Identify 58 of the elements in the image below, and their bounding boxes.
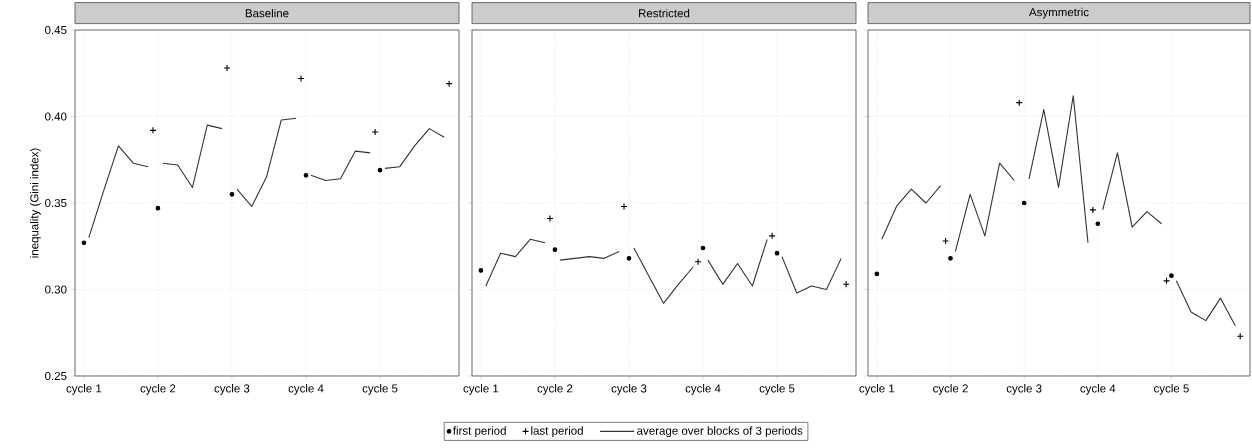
point [297,74,305,82]
point [874,271,880,277]
x-tick-label: cycle 5 [1154,384,1189,395]
point [229,192,235,197]
legend-label: last period [531,426,583,438]
chart-title: Asymmetric [1029,7,1089,19]
legend-label: first period [452,426,506,438]
x-tick-label: cycle 1 [463,384,499,395]
x-tick-label: cycle 3 [1006,384,1042,395]
y-tick-label: 0.25 [45,371,67,381]
point [149,126,157,134]
point [948,256,953,261]
line-series [162,124,223,188]
x-tick-label: cycle 4 [1080,384,1116,395]
x-tick-label: cycle 1 [859,384,895,395]
y-axis-title: inequality (Gini index) [30,148,41,258]
point [155,205,161,211]
point [445,80,453,88]
point [768,232,776,240]
point [842,280,850,288]
point [1169,273,1174,279]
point [1162,277,1171,285]
x-tick-label: cycle 5 [362,384,398,395]
legend-label: average over blocks of 3 periods [637,426,803,438]
point [377,167,383,173]
x-tick-label: cycle 3 [611,384,647,395]
point [478,268,484,273]
point [700,245,706,251]
point [552,247,558,253]
x-tick-label: cycle 2 [933,384,968,395]
x-tick-label: cycle 2 [537,384,573,395]
point [1095,221,1101,227]
y-tick-label: 0.45 [45,25,67,35]
line-series [236,117,297,208]
x-tick-label: cycle 4 [288,384,324,395]
y-tick-label: 0.35 [45,198,67,208]
point [1089,206,1097,214]
x-tick-label: cycle 5 [759,384,795,395]
point [620,202,628,211]
x-tick-label: cycle 1 [66,384,102,395]
y-tick-label: 0.40 [45,112,67,121]
y-tick-label: 0.30 [45,285,67,294]
chart-title: Baseline [245,8,289,18]
point [626,256,632,261]
point [1021,200,1027,206]
point [694,258,702,266]
point [942,237,950,245]
line-series [88,145,149,239]
point [371,128,379,136]
point [81,240,87,246]
x-tick-label: cycle 2 [140,384,176,395]
point [303,172,309,178]
chart-title: Restricted [639,8,690,18]
point [774,250,780,256]
x-tick-label: cycle 4 [685,384,721,395]
point [546,215,554,223]
point [223,64,231,72]
x-tick-label: cycle 3 [214,384,250,395]
